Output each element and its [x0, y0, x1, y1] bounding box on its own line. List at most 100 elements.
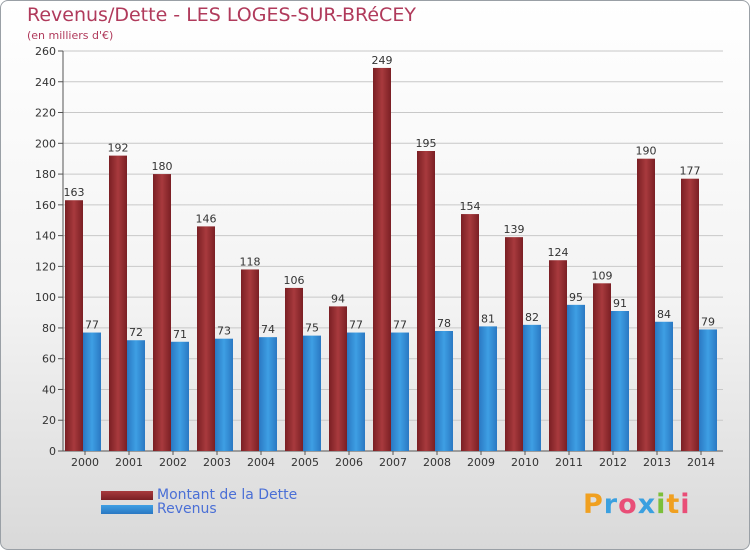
- bar-debt: [153, 174, 171, 452]
- y-tick-label: 20: [42, 414, 56, 427]
- bar-revenue: [479, 326, 497, 451]
- logo-letter: x: [637, 489, 657, 520]
- data-label-revenue: 79: [701, 315, 715, 328]
- data-label-debt: 146: [196, 212, 217, 225]
- data-label-debt: 180: [152, 160, 173, 173]
- bar-debt: [593, 283, 611, 451]
- y-tick-label: 180: [35, 168, 56, 181]
- data-label-debt: 106: [284, 274, 305, 287]
- chart-title: Revenus/Dette - LES LOGES-SUR-BRéCEY: [27, 4, 416, 26]
- x-tick-label: 2012: [599, 456, 627, 469]
- bar-debt: [65, 200, 83, 451]
- y-tick-label: 260: [35, 45, 56, 58]
- chart-subtitle: (en milliers d'€): [27, 29, 114, 42]
- y-tick-label: 60: [42, 353, 56, 366]
- x-tick-label: 2008: [423, 456, 451, 469]
- data-label-revenue: 77: [349, 319, 363, 332]
- legend-swatch-revenue: [101, 504, 153, 514]
- bar-revenue: [567, 304, 585, 451]
- data-label-revenue: 91: [613, 297, 627, 310]
- y-tick-label: 100: [35, 291, 56, 304]
- logo-letter: i: [656, 489, 667, 520]
- data-label-debt: 94: [331, 292, 345, 305]
- bar-debt: [637, 158, 655, 451]
- bar-revenue: [655, 321, 673, 451]
- data-label-revenue: 78: [437, 317, 451, 330]
- legend-swatch-debt: [101, 490, 153, 500]
- x-tick-label: 2011: [555, 456, 583, 469]
- logo-letter: i: [680, 489, 691, 520]
- logo-letter: o: [618, 489, 638, 520]
- data-label-revenue: 74: [261, 323, 275, 336]
- y-tick-label: 120: [35, 260, 56, 273]
- bar-debt: [285, 287, 303, 451]
- bar-revenue: [347, 332, 365, 451]
- bar-debt: [197, 226, 215, 451]
- data-label-debt: 163: [64, 186, 85, 199]
- bar-revenue: [303, 335, 321, 451]
- bar-debt: [461, 214, 479, 451]
- legend-item-debt: Montant de la Dette: [101, 487, 298, 503]
- y-tick-label: 80: [42, 322, 56, 335]
- proxiti-logo: Proxiti: [583, 489, 691, 520]
- data-label-revenue: 82: [525, 311, 539, 324]
- y-tick-label: 40: [42, 383, 56, 396]
- data-label-debt: 124: [548, 246, 569, 259]
- x-tick-label: 2013: [643, 456, 671, 469]
- data-label-debt: 249: [372, 54, 393, 67]
- legend-label-revenue: Revenus: [157, 501, 217, 517]
- y-tick-label: 200: [35, 137, 56, 150]
- y-tick-label: 0: [49, 445, 56, 458]
- data-label-debt: 154: [460, 200, 481, 213]
- data-label-debt: 192: [108, 142, 129, 155]
- data-label-revenue: 81: [481, 312, 495, 325]
- bar-revenue: [259, 337, 277, 451]
- data-label-revenue: 84: [657, 308, 671, 321]
- x-tick-label: 2007: [379, 456, 407, 469]
- data-label-revenue: 73: [217, 325, 231, 338]
- label-layer: 163 77 192 72 180 71 146 73 118 74 106 75 94 77 249 77 1…: [64, 54, 716, 341]
- data-label-revenue: 75: [305, 322, 319, 335]
- axis-layer: 0 20 40 60 80 100 120 140 160 180 200 220 240 260 2000…: [35, 45, 723, 469]
- bar-debt: [681, 178, 699, 451]
- x-tick-label: 2002: [159, 456, 187, 469]
- x-tick-label: 2010: [511, 456, 539, 469]
- data-label-debt: 195: [416, 137, 437, 150]
- y-tick-label: 160: [35, 199, 56, 212]
- legend-label-debt: Montant de la Dette: [157, 487, 298, 503]
- legend-item-revenue: Revenus: [101, 501, 217, 517]
- x-tick-label: 2009: [467, 456, 495, 469]
- bar-debt: [417, 151, 435, 451]
- x-tick-label: 2004: [247, 456, 275, 469]
- data-label-revenue: 77: [85, 319, 99, 332]
- data-label-debt: 139: [504, 223, 525, 236]
- data-label-debt: 118: [240, 255, 261, 268]
- data-label-debt: 190: [636, 145, 657, 158]
- x-tick-label: 2003: [203, 456, 231, 469]
- bar-debt: [329, 306, 347, 451]
- logo-letter: r: [603, 489, 619, 520]
- y-tick-label: 140: [35, 230, 56, 243]
- bar-revenue: [83, 332, 101, 451]
- data-label-revenue: 95: [569, 291, 583, 304]
- bar-revenue: [127, 340, 145, 451]
- bar-revenue: [611, 311, 629, 451]
- bar-revenue: [435, 331, 453, 451]
- logo-letter: t: [666, 489, 681, 520]
- data-label-debt: 177: [680, 165, 701, 178]
- data-label-revenue: 71: [173, 328, 187, 341]
- data-label-revenue: 72: [129, 326, 143, 339]
- bar-revenue: [391, 332, 409, 451]
- bar-debt: [373, 67, 391, 451]
- y-tick-label: 240: [35, 76, 56, 89]
- bar-revenue: [171, 341, 189, 451]
- bar-debt: [241, 269, 259, 451]
- data-label-debt: 109: [592, 269, 613, 282]
- bar-debt: [549, 260, 567, 451]
- bar-revenue: [215, 338, 233, 451]
- x-tick-label: 2001: [115, 456, 143, 469]
- bar-revenue: [699, 329, 717, 451]
- x-tick-label: 2005: [291, 456, 319, 469]
